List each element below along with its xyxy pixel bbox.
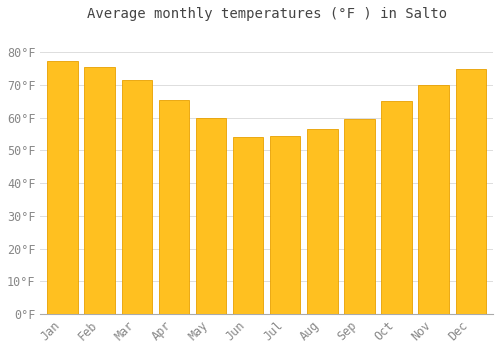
Bar — [48, 61, 78, 314]
Bar — [456, 69, 486, 314]
Bar — [233, 138, 264, 314]
Bar — [196, 118, 226, 314]
Title: Average monthly temperatures (°F ) in Salto: Average monthly temperatures (°F ) in Sa… — [86, 7, 446, 21]
Bar — [382, 102, 412, 314]
Bar — [270, 136, 300, 314]
Bar — [418, 85, 449, 314]
Bar — [84, 67, 115, 314]
Bar — [344, 119, 374, 314]
Bar — [307, 129, 338, 314]
Bar — [122, 80, 152, 314]
Bar — [158, 100, 189, 314]
